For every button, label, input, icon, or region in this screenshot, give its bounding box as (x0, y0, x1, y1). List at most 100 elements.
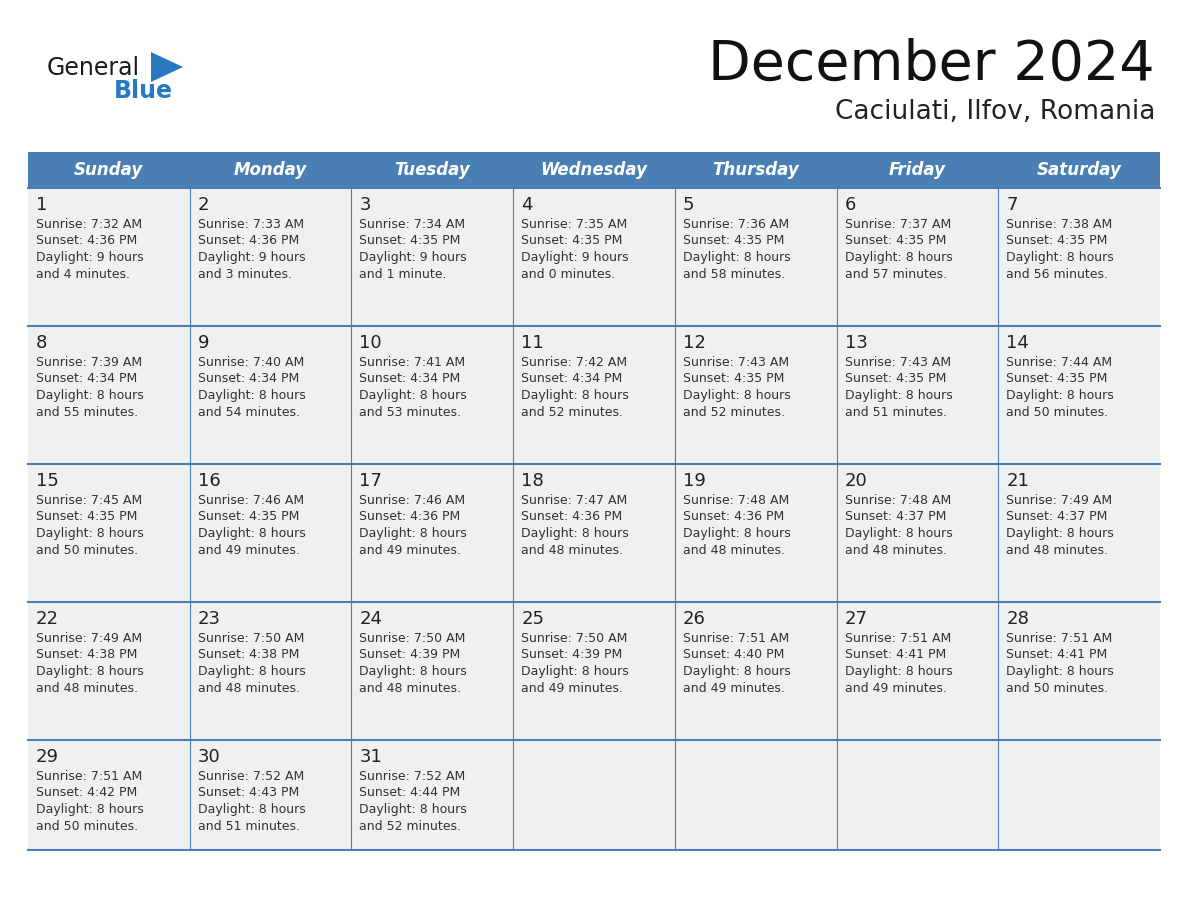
Text: Sunset: 4:35 PM: Sunset: 4:35 PM (845, 234, 946, 248)
Text: Sunrise: 7:35 AM: Sunrise: 7:35 AM (522, 218, 627, 231)
Text: 25: 25 (522, 610, 544, 628)
Text: and 53 minutes.: and 53 minutes. (360, 406, 461, 419)
Text: Sunrise: 7:39 AM: Sunrise: 7:39 AM (36, 356, 143, 369)
Text: Daylight: 9 hours: Daylight: 9 hours (36, 251, 144, 264)
Text: 31: 31 (360, 748, 383, 766)
Text: Sunset: 4:39 PM: Sunset: 4:39 PM (360, 648, 461, 662)
Text: Saturday: Saturday (1037, 161, 1121, 179)
Text: Sunset: 4:38 PM: Sunset: 4:38 PM (36, 648, 138, 662)
Text: and 48 minutes.: and 48 minutes. (845, 543, 947, 556)
Text: 5: 5 (683, 196, 694, 214)
Text: Sunrise: 7:41 AM: Sunrise: 7:41 AM (360, 356, 466, 369)
Text: 18: 18 (522, 472, 544, 490)
Text: and 0 minutes.: and 0 minutes. (522, 267, 615, 281)
Text: 13: 13 (845, 334, 867, 352)
Text: and 50 minutes.: and 50 minutes. (36, 543, 138, 556)
Text: Sunset: 4:35 PM: Sunset: 4:35 PM (1006, 234, 1107, 248)
Text: Daylight: 8 hours: Daylight: 8 hours (522, 527, 628, 540)
Text: Daylight: 8 hours: Daylight: 8 hours (683, 527, 790, 540)
Text: Sunrise: 7:51 AM: Sunrise: 7:51 AM (683, 632, 789, 645)
Text: Daylight: 8 hours: Daylight: 8 hours (522, 665, 628, 678)
Text: Daylight: 9 hours: Daylight: 9 hours (360, 251, 467, 264)
Text: Sunrise: 7:43 AM: Sunrise: 7:43 AM (683, 356, 789, 369)
Text: Sunrise: 7:52 AM: Sunrise: 7:52 AM (360, 770, 466, 783)
Text: and 48 minutes.: and 48 minutes. (1006, 543, 1108, 556)
Text: and 56 minutes.: and 56 minutes. (1006, 267, 1108, 281)
Bar (29, 188, 1159, 326)
Text: Caciulati, Ilfov, Romania: Caciulati, Ilfov, Romania (835, 99, 1155, 125)
Text: Daylight: 9 hours: Daylight: 9 hours (197, 251, 305, 264)
Text: Daylight: 8 hours: Daylight: 8 hours (360, 665, 467, 678)
Text: and 48 minutes.: and 48 minutes. (683, 543, 785, 556)
Text: Sunrise: 7:40 AM: Sunrise: 7:40 AM (197, 356, 304, 369)
Text: Sunrise: 7:48 AM: Sunrise: 7:48 AM (683, 494, 789, 507)
Text: and 49 minutes.: and 49 minutes. (360, 543, 461, 556)
Text: Sunset: 4:37 PM: Sunset: 4:37 PM (1006, 510, 1107, 523)
Text: 20: 20 (845, 472, 867, 490)
Text: 3: 3 (360, 196, 371, 214)
Bar (29, 464, 1159, 602)
Text: Sunrise: 7:44 AM: Sunrise: 7:44 AM (1006, 356, 1112, 369)
Text: Daylight: 8 hours: Daylight: 8 hours (197, 389, 305, 402)
Text: Sunset: 4:36 PM: Sunset: 4:36 PM (683, 510, 784, 523)
Text: Daylight: 8 hours: Daylight: 8 hours (845, 251, 953, 264)
Text: and 49 minutes.: and 49 minutes. (683, 681, 785, 695)
Text: Blue: Blue (114, 79, 173, 103)
Text: Sunrise: 7:51 AM: Sunrise: 7:51 AM (1006, 632, 1112, 645)
Text: Daylight: 8 hours: Daylight: 8 hours (1006, 389, 1114, 402)
Bar (29, 740, 1159, 850)
Text: and 48 minutes.: and 48 minutes. (360, 681, 461, 695)
Text: Sunset: 4:39 PM: Sunset: 4:39 PM (522, 648, 623, 662)
Text: Sunset: 4:35 PM: Sunset: 4:35 PM (522, 234, 623, 248)
Text: 7: 7 (1006, 196, 1018, 214)
Text: December 2024: December 2024 (708, 38, 1155, 92)
Text: Sunrise: 7:52 AM: Sunrise: 7:52 AM (197, 770, 304, 783)
Text: Sunrise: 7:47 AM: Sunrise: 7:47 AM (522, 494, 627, 507)
Text: Sunset: 4:35 PM: Sunset: 4:35 PM (683, 373, 784, 386)
Text: and 1 minute.: and 1 minute. (360, 267, 447, 281)
Text: Sunset: 4:35 PM: Sunset: 4:35 PM (1006, 373, 1107, 386)
Text: Sunrise: 7:50 AM: Sunrise: 7:50 AM (522, 632, 627, 645)
Text: Sunset: 4:35 PM: Sunset: 4:35 PM (36, 510, 138, 523)
Text: Thursday: Thursday (713, 161, 800, 179)
Text: Sunset: 4:36 PM: Sunset: 4:36 PM (197, 234, 299, 248)
Text: Daylight: 8 hours: Daylight: 8 hours (522, 389, 628, 402)
Text: Daylight: 9 hours: Daylight: 9 hours (522, 251, 628, 264)
Text: Daylight: 8 hours: Daylight: 8 hours (1006, 527, 1114, 540)
Text: Wednesday: Wednesday (541, 161, 647, 179)
Text: and 48 minutes.: and 48 minutes. (197, 681, 299, 695)
Text: Sunrise: 7:32 AM: Sunrise: 7:32 AM (36, 218, 143, 231)
Text: Sunset: 4:38 PM: Sunset: 4:38 PM (197, 648, 299, 662)
Text: 4: 4 (522, 196, 532, 214)
Text: Sunrise: 7:51 AM: Sunrise: 7:51 AM (845, 632, 950, 645)
Text: and 50 minutes.: and 50 minutes. (1006, 406, 1108, 419)
Text: Sunset: 4:44 PM: Sunset: 4:44 PM (360, 787, 461, 800)
Text: and 51 minutes.: and 51 minutes. (197, 820, 299, 833)
Text: and 50 minutes.: and 50 minutes. (36, 820, 138, 833)
Polygon shape (151, 52, 183, 82)
Text: 26: 26 (683, 610, 706, 628)
Text: Daylight: 8 hours: Daylight: 8 hours (36, 527, 144, 540)
Text: 16: 16 (197, 472, 221, 490)
Text: 11: 11 (522, 334, 544, 352)
Text: Sunset: 4:36 PM: Sunset: 4:36 PM (522, 510, 623, 523)
Text: and 49 minutes.: and 49 minutes. (845, 681, 947, 695)
Text: Daylight: 8 hours: Daylight: 8 hours (1006, 665, 1114, 678)
Text: 10: 10 (360, 334, 383, 352)
Text: Daylight: 8 hours: Daylight: 8 hours (36, 389, 144, 402)
Bar (29, 326, 1159, 464)
Text: and 48 minutes.: and 48 minutes. (36, 681, 138, 695)
Text: Sunset: 4:36 PM: Sunset: 4:36 PM (360, 510, 461, 523)
Text: and 58 minutes.: and 58 minutes. (683, 267, 785, 281)
Text: Sunset: 4:43 PM: Sunset: 4:43 PM (197, 787, 299, 800)
Text: Sunset: 4:34 PM: Sunset: 4:34 PM (197, 373, 299, 386)
Text: 23: 23 (197, 610, 221, 628)
Text: and 52 minutes.: and 52 minutes. (360, 820, 461, 833)
Text: Sunset: 4:42 PM: Sunset: 4:42 PM (36, 787, 138, 800)
Text: Tuesday: Tuesday (394, 161, 470, 179)
Text: and 52 minutes.: and 52 minutes. (522, 406, 624, 419)
Text: Daylight: 8 hours: Daylight: 8 hours (197, 665, 305, 678)
Bar (29, 602, 1159, 740)
Text: Sunset: 4:34 PM: Sunset: 4:34 PM (360, 373, 461, 386)
Text: 17: 17 (360, 472, 383, 490)
